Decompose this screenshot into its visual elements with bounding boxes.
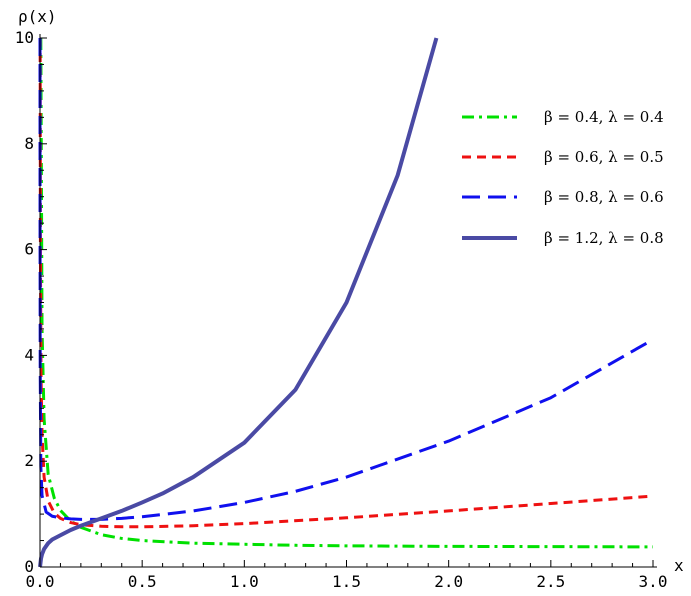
y-tick-label: 2 [24, 451, 34, 470]
x-tick-label: 0.0 [26, 572, 55, 591]
legend: β = 0.4, λ = 0.4 β = 0.6, λ = 0.5 β = 0.8,… [462, 108, 664, 247]
x-axis-title: x [674, 556, 684, 575]
y-axis-title: ρ(x) [18, 7, 57, 26]
x-tick-label: 1.0 [230, 572, 259, 591]
x-tick-label: 0.5 [128, 572, 157, 591]
x-tick-label: 2.5 [536, 572, 565, 591]
y-tick-label: 10 [15, 28, 34, 47]
y-tick-label: 0 [24, 557, 34, 576]
y-tick-label: 6 [24, 240, 34, 259]
series-line-4 [38, 37, 439, 568]
legend-label-1: β = 0.4, λ = 0.4 [544, 108, 664, 126]
y-tick-label: 8 [24, 134, 34, 153]
legend-label-4: β = 1.2, λ = 0.8 [544, 229, 664, 247]
series-line-1 [39, 37, 654, 549]
series-line-3 [38, 37, 654, 521]
x-tick-label: 3.0 [639, 572, 668, 591]
x-tick-label: 2.0 [434, 572, 463, 591]
legend-label-3: β = 0.8, λ = 0.6 [544, 188, 664, 206]
axes-group: 0.0 0.5 1.0 1.5 2.0 2.5 3.0 0 2 4 6 8 10 ρ(x) x [15, 7, 684, 591]
legend-label-2: β = 0.6, λ = 0.5 [544, 148, 664, 166]
y-tick-label: 4 [24, 345, 34, 364]
x-tick-label: 1.5 [332, 572, 361, 591]
